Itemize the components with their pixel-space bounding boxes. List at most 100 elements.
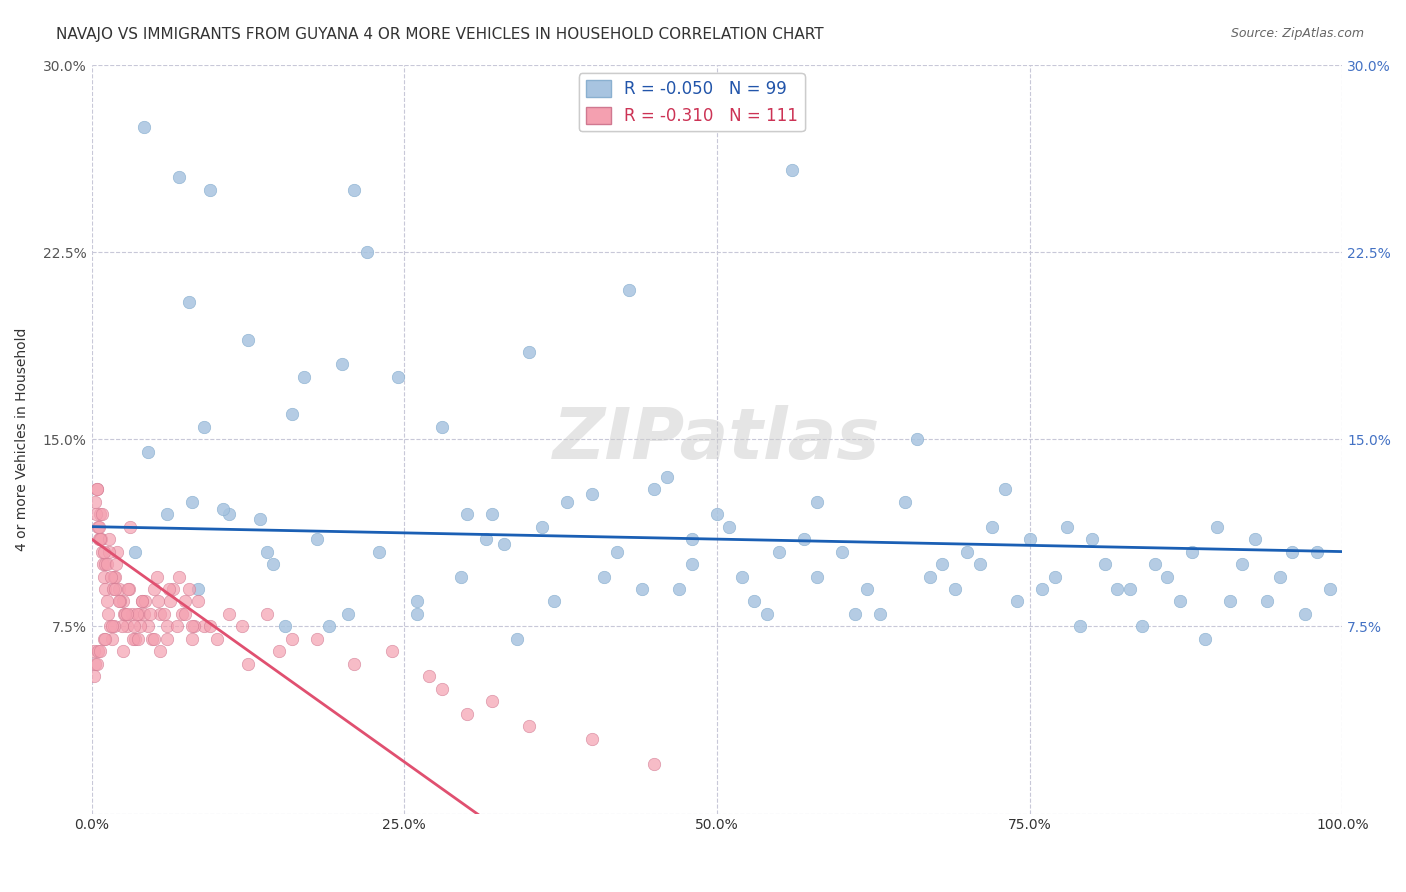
- Point: [90, 544, 112, 558]
- Point: [856, 582, 879, 596]
- Point: [118, 582, 141, 596]
- Point: [136, 444, 159, 458]
- Point: [139, 607, 162, 621]
- Point: [146, 594, 169, 608]
- Point: [166, 619, 188, 633]
- Point: [149, 644, 172, 658]
- Point: [1081, 532, 1104, 546]
- Point: [343, 657, 366, 671]
- Point: [200, 183, 222, 197]
- Point: [668, 582, 690, 596]
- Legend: R = -0.050   N = 99, R = -0.310   N = 111: R = -0.050 N = 99, R = -0.310 N = 111: [579, 73, 804, 131]
- Point: [104, 582, 127, 596]
- Point: [93, 569, 115, 583]
- Point: [121, 607, 143, 621]
- Point: [606, 544, 628, 558]
- Point: [256, 544, 278, 558]
- Point: [530, 519, 553, 533]
- Point: [193, 619, 215, 633]
- Point: [159, 594, 181, 608]
- Point: [1306, 544, 1329, 558]
- Point: [122, 619, 145, 633]
- Point: [96, 557, 118, 571]
- Point: [87, 519, 110, 533]
- Point: [115, 607, 138, 621]
- Point: [104, 569, 127, 583]
- Point: [1018, 532, 1040, 546]
- Point: [94, 557, 117, 571]
- Point: [187, 594, 209, 608]
- Point: [1094, 557, 1116, 571]
- Point: [274, 619, 297, 633]
- Point: [107, 594, 129, 608]
- Point: [111, 619, 134, 633]
- Text: Source: ZipAtlas.com: Source: ZipAtlas.com: [1230, 27, 1364, 40]
- Point: [780, 162, 803, 177]
- Point: [167, 170, 190, 185]
- Point: [105, 557, 128, 571]
- Point: [1069, 619, 1091, 633]
- Point: [387, 370, 409, 384]
- Point: [218, 607, 240, 621]
- Point: [231, 619, 253, 633]
- Point: [1219, 594, 1241, 608]
- Point: [212, 502, 235, 516]
- Point: [100, 619, 122, 633]
- Point: [405, 607, 427, 621]
- Point: [170, 607, 193, 621]
- Point: [943, 582, 966, 596]
- Point: [86, 482, 108, 496]
- Point: [93, 544, 115, 558]
- Point: [101, 582, 124, 596]
- Point: [256, 607, 278, 621]
- Point: [153, 607, 176, 621]
- Point: [179, 582, 201, 596]
- Point: [179, 295, 201, 310]
- Point: [1168, 594, 1191, 608]
- Point: [744, 594, 766, 608]
- Point: [111, 644, 134, 658]
- Point: [84, 494, 107, 508]
- Point: [1056, 519, 1078, 533]
- Point: [643, 482, 665, 496]
- Point: [180, 632, 202, 646]
- Point: [128, 607, 150, 621]
- Point: [506, 632, 529, 646]
- Point: [200, 619, 222, 633]
- Point: [156, 619, 179, 633]
- Point: [84, 507, 107, 521]
- Point: [115, 619, 138, 633]
- Point: [844, 607, 866, 621]
- Point: [280, 632, 302, 646]
- Point: [292, 370, 315, 384]
- Point: [145, 569, 167, 583]
- Point: [218, 507, 240, 521]
- Point: [131, 594, 153, 608]
- Point: [96, 594, 118, 608]
- Point: [481, 507, 503, 521]
- Point: [456, 706, 478, 721]
- Point: [91, 507, 114, 521]
- Point: [143, 632, 166, 646]
- Point: [337, 607, 360, 621]
- Point: [1232, 557, 1254, 571]
- Point: [793, 532, 815, 546]
- Point: [83, 669, 105, 683]
- Point: [905, 433, 928, 447]
- Point: [111, 594, 134, 608]
- Point: [430, 681, 453, 696]
- Point: [124, 632, 146, 646]
- Point: [631, 582, 654, 596]
- Point: [108, 582, 131, 596]
- Point: [581, 487, 603, 501]
- Point: [180, 619, 202, 633]
- Point: [706, 507, 728, 521]
- Point: [517, 719, 540, 733]
- Point: [94, 582, 117, 596]
- Point: [956, 544, 979, 558]
- Point: [156, 507, 179, 521]
- Point: [136, 619, 159, 633]
- Point: [183, 619, 205, 633]
- Point: [1107, 582, 1129, 596]
- Point: [593, 569, 616, 583]
